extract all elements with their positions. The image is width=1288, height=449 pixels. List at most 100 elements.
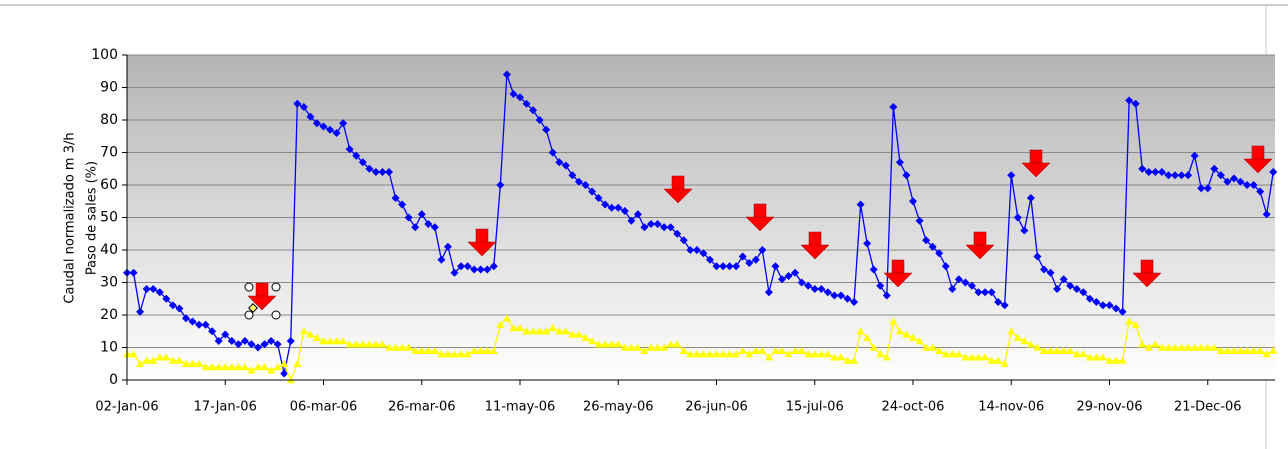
x-tick-label: 21-Dec-06 — [1174, 400, 1242, 415]
series-marker — [411, 346, 420, 354]
series-marker — [430, 223, 439, 232]
series-marker — [371, 168, 380, 176]
series-marker — [450, 268, 459, 277]
series-marker — [1210, 164, 1219, 173]
series-marker — [1118, 356, 1127, 364]
series-marker — [594, 194, 603, 202]
series-marker — [640, 223, 649, 232]
series-marker — [1236, 346, 1245, 354]
series-marker — [273, 340, 282, 349]
x-tick-label: 26-may-06 — [583, 400, 654, 415]
x-tick-label: 26-jun-06 — [685, 400, 748, 415]
series-marker — [1046, 346, 1055, 354]
series-marker — [725, 350, 734, 358]
series-marker — [181, 314, 190, 323]
series-marker — [1026, 194, 1035, 202]
series-marker — [1243, 181, 1252, 189]
series-marker — [1026, 340, 1035, 348]
series-marker — [214, 363, 223, 371]
series-marker — [548, 324, 557, 332]
series-marker — [771, 346, 780, 354]
series-marker — [784, 350, 793, 358]
series-marker — [1013, 333, 1022, 341]
series-marker — [404, 213, 413, 222]
series-marker — [365, 340, 374, 348]
series-marker — [502, 70, 511, 79]
series-marker — [797, 278, 806, 287]
series-marker — [555, 158, 564, 167]
series-marker — [856, 327, 865, 335]
series-marker — [928, 242, 937, 251]
series-marker — [1000, 359, 1009, 367]
series-marker — [1164, 171, 1173, 180]
series-marker — [738, 346, 747, 354]
series-marker — [214, 337, 223, 345]
series-marker — [902, 171, 911, 180]
series-marker — [319, 122, 328, 131]
series-marker — [712, 350, 721, 358]
series-marker — [902, 330, 911, 338]
series-marker — [188, 359, 197, 367]
y-tick-label: 0 — [109, 372, 118, 388]
series-marker — [365, 164, 374, 173]
series-marker — [1243, 346, 1252, 354]
series-marker — [804, 350, 813, 358]
series-marker — [142, 285, 151, 293]
series-marker — [935, 249, 944, 258]
series-marker — [948, 350, 957, 358]
series-marker — [1020, 226, 1029, 235]
series-marker — [666, 340, 675, 348]
series-marker — [234, 340, 243, 349]
series-marker — [974, 353, 983, 361]
series-marker — [208, 363, 217, 371]
series-marker — [221, 363, 230, 371]
series-marker — [385, 343, 393, 351]
y-tick-label: 80 — [100, 112, 118, 128]
series-marker — [352, 340, 361, 348]
series-marker — [352, 151, 361, 160]
x-tick-label: 15-jul-06 — [786, 400, 844, 415]
series-marker — [476, 346, 485, 354]
series-marker — [1040, 346, 1048, 354]
series-marker — [221, 330, 230, 339]
series-marker — [588, 337, 597, 345]
series-marker — [378, 340, 387, 348]
series-marker — [1046, 268, 1055, 277]
series-marker — [1033, 252, 1042, 261]
series-marker — [1118, 307, 1127, 316]
series-marker — [1007, 171, 1016, 180]
series-marker — [1256, 187, 1265, 196]
y-tick-label: 20 — [100, 307, 118, 323]
series-marker — [555, 327, 564, 335]
series-marker — [247, 366, 256, 374]
series-marker — [1203, 184, 1212, 193]
series-marker — [699, 249, 708, 258]
series-marker — [614, 203, 623, 212]
series-marker — [1197, 184, 1206, 193]
series-marker — [1229, 174, 1238, 183]
series-marker — [666, 223, 675, 232]
series-marker — [136, 359, 145, 367]
series-marker — [450, 350, 459, 358]
series-marker — [1085, 353, 1094, 361]
series-marker — [391, 343, 400, 351]
series-marker — [627, 216, 636, 225]
series-marker — [522, 327, 531, 335]
series-marker — [1184, 343, 1193, 351]
series-marker — [129, 350, 138, 358]
series-marker — [771, 262, 780, 271]
series-marker — [745, 259, 754, 267]
series-marker — [1085, 294, 1094, 303]
series-marker — [895, 327, 904, 335]
series-marker — [581, 181, 590, 189]
series-marker — [863, 333, 872, 341]
series-marker — [280, 359, 289, 367]
series-marker — [653, 343, 662, 351]
series-marker — [181, 359, 190, 367]
series-marker — [339, 337, 348, 345]
series-marker — [535, 327, 544, 335]
series-marker — [1216, 346, 1225, 354]
y-tick-label: 30 — [100, 275, 118, 291]
series-marker — [830, 291, 839, 300]
